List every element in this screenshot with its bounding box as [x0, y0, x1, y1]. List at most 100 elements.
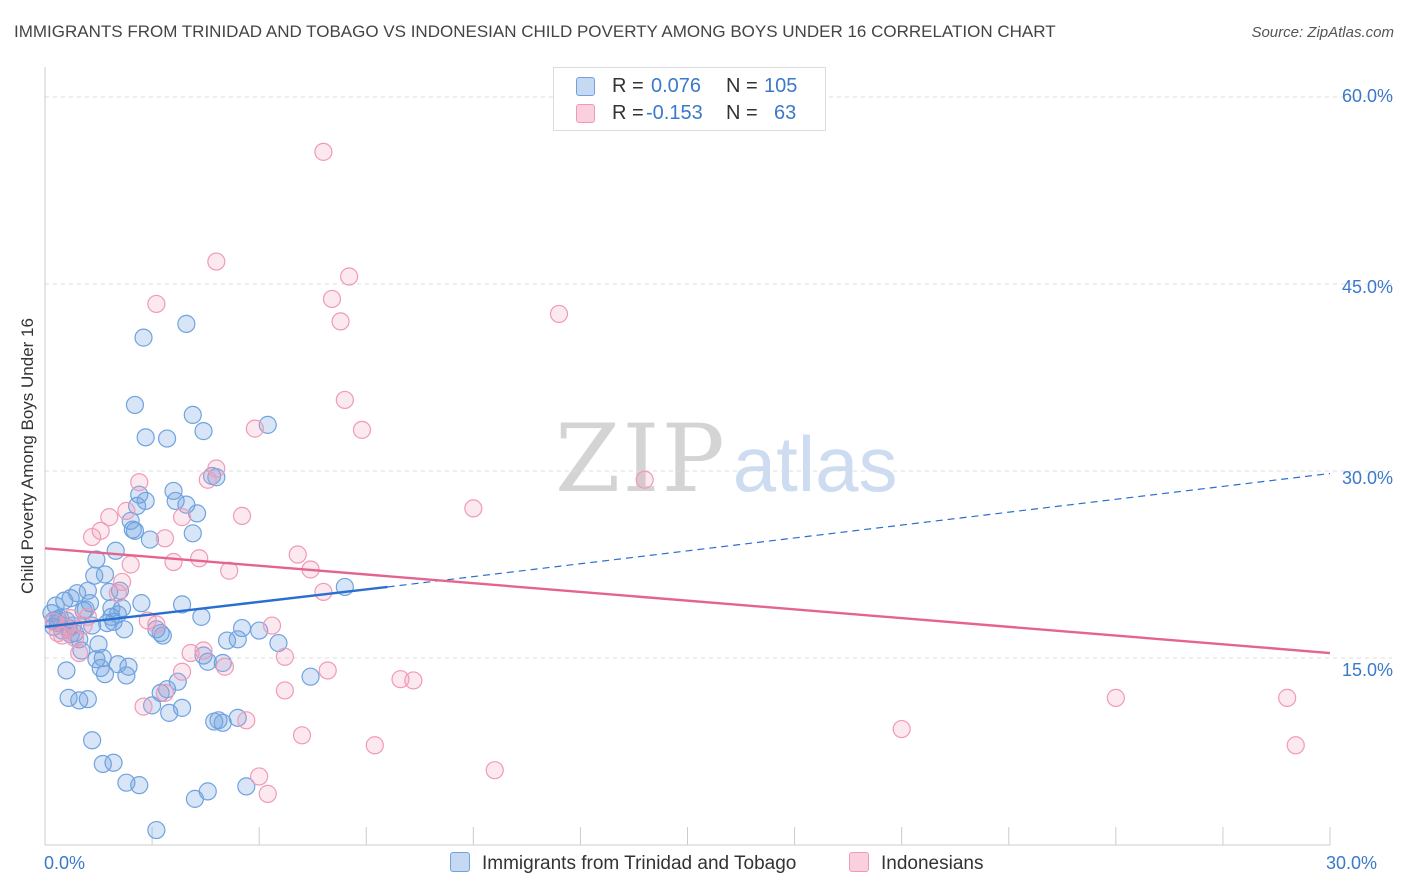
pink-point [1106, 688, 1125, 707]
blue-point [198, 652, 217, 671]
x-max-label: 30.0% [1326, 853, 1378, 873]
blue-point [194, 422, 213, 441]
pink-point [352, 420, 372, 439]
pink-point [190, 549, 209, 568]
blue-point [134, 328, 153, 347]
legend-blue-label: Immigrants from Trinidad and Tobago [482, 853, 797, 874]
pink-point [288, 545, 307, 564]
pink-point [892, 719, 911, 739]
blue-point [89, 635, 108, 654]
stats-row-blue: R = 0.076 N = 105 [554, 74, 825, 100]
blue-point [59, 688, 78, 707]
legend-item-pink: Indonesians [849, 852, 983, 875]
blue-point [70, 691, 89, 710]
blue-point [172, 595, 192, 614]
watermark: ZIPatlas [555, 405, 897, 514]
pink-point [237, 711, 256, 730]
blue-point [177, 314, 196, 333]
legend-pink-swatch [849, 852, 869, 872]
blue-point [68, 584, 87, 603]
pink-point [635, 470, 654, 489]
pink-point [70, 643, 89, 663]
blue-point [119, 657, 138, 676]
blue-point [157, 429, 177, 448]
legend-item-blue: Immigrants from Trinidad and Tobago [450, 852, 796, 875]
blue-point [106, 541, 125, 560]
y-tick-label: 60.0% [1341, 86, 1393, 106]
pink-swatch [576, 104, 595, 123]
blue-point [132, 594, 151, 613]
r-label: R = [612, 75, 644, 97]
pink-point [275, 681, 294, 700]
blue-point [108, 655, 127, 674]
pink-point [549, 304, 569, 324]
pink-point [275, 647, 294, 666]
pink-point [250, 767, 269, 786]
y-tick-label: 15.0% [1341, 660, 1393, 680]
blue-point [166, 491, 185, 511]
pink-point [130, 473, 149, 492]
pink-point [65, 628, 85, 648]
blue-point [301, 667, 320, 686]
pink-point [335, 390, 354, 410]
pink-point [314, 142, 333, 161]
pink-point [121, 555, 140, 574]
blue-point [98, 613, 117, 633]
pink-point [1278, 688, 1297, 707]
pink-point [464, 499, 483, 518]
pink-point [207, 459, 226, 478]
pink-point [108, 584, 127, 603]
pink-point [232, 506, 252, 525]
pink-point [164, 552, 183, 572]
blue-point [151, 683, 170, 703]
pink-point [365, 736, 384, 755]
pink-point [134, 697, 153, 716]
legend-pink-label: Indonesians [881, 853, 984, 874]
blue-point [125, 395, 145, 415]
pink-point [155, 683, 175, 703]
pink-point [91, 521, 110, 540]
pink-point [314, 582, 333, 602]
blue-point [136, 491, 155, 511]
pink-point [404, 671, 423, 690]
blue-point [140, 530, 160, 549]
pink-point [100, 508, 119, 527]
n-label: N = [726, 102, 758, 124]
pink-point [292, 726, 312, 745]
chart-title: IMMIGRANTS FROM TRINIDAD AND TOBAGO VS I… [14, 22, 1056, 41]
blue-swatch [576, 77, 595, 96]
blue-point [151, 623, 170, 643]
blue-point [183, 405, 202, 424]
blue-point [127, 496, 147, 516]
blue-point [125, 521, 145, 540]
source-label: Source: ZipAtlas.com [1251, 24, 1394, 41]
blue-trend-extension [387, 472, 1331, 588]
blue-point [232, 618, 252, 638]
blue-point [130, 776, 149, 795]
blue-trend-line [44, 585, 388, 629]
blue-point [192, 607, 211, 626]
n-value: 63 [774, 102, 797, 124]
y-tick-label: 45.0% [1341, 277, 1393, 297]
pink-point [340, 267, 359, 286]
pink-trend-line [44, 547, 1331, 655]
pink-point [194, 641, 213, 660]
x-min-label: 0.0% [44, 853, 86, 873]
pink-point [117, 501, 136, 520]
watermark-zip: ZIP [555, 405, 727, 514]
blue-point [153, 626, 172, 645]
pink-point [172, 508, 192, 527]
blue-point [112, 599, 132, 618]
watermark-atlas: atlas [732, 420, 898, 508]
blue-point [136, 428, 155, 447]
blue-point [168, 672, 187, 691]
n-value: 105 [764, 75, 798, 97]
pink-point [207, 252, 226, 271]
blue-point [87, 650, 106, 669]
blue-point [187, 504, 207, 523]
pink-point [258, 784, 277, 803]
pink-point [245, 419, 264, 438]
r-label: R = [612, 102, 644, 124]
stats-row-pink: R = -0.153 N = 63 [554, 101, 825, 127]
